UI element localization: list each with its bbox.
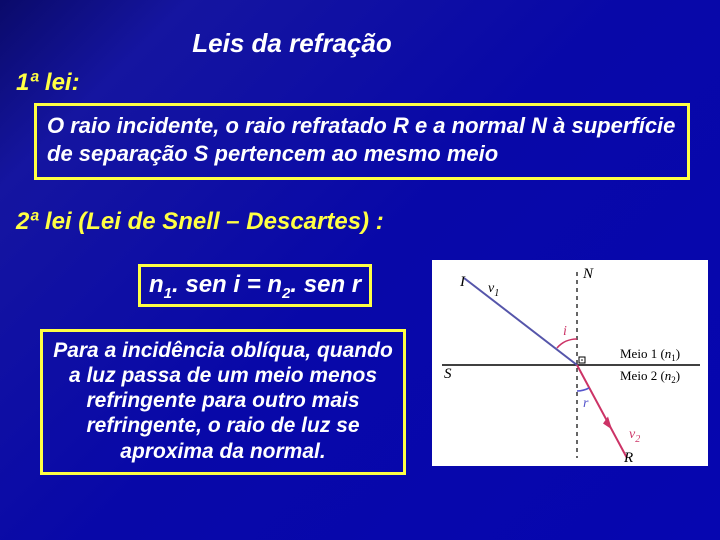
refraction-diagram: INSRv1v2irMeio 1 (n1)Meio 2 (n2) [432,260,708,466]
formula-box: n1. sen i = n2. sen r [138,264,372,307]
svg-text:r: r [583,396,589,411]
svg-text:Meio 1 (n1): Meio 1 (n1) [620,346,680,363]
svg-text:I: I [459,274,466,290]
description-text: Para a incidência oblíqua, quando a luz … [51,338,395,464]
svg-text:i: i [563,324,567,339]
svg-text:Meio 2 (n2): Meio 2 (n2) [620,368,680,385]
law1-heading: 1ª lei: [12,69,708,97]
svg-text:N: N [582,266,594,282]
law2-left-column: n1. sen i = n2. sen r Para a incidência … [20,264,426,475]
law2-heading: 2ª lei (Lei de Snell – Descartes) : [12,208,708,236]
page-title: Leis da refração [102,28,482,59]
svg-text:R: R [623,450,633,466]
law2-row: n1. sen i = n2. sen r Para a incidência … [12,264,708,475]
law1-box: O raio incidente, o raio refratado R e a… [34,103,690,180]
svg-text:S: S [444,366,452,382]
description-box: Para a incidência oblíqua, quando a luz … [40,329,406,475]
law1-text: O raio incidente, o raio refratado R e a… [47,112,677,167]
snell-formula: n1. sen i = n2. sen r [149,271,361,298]
